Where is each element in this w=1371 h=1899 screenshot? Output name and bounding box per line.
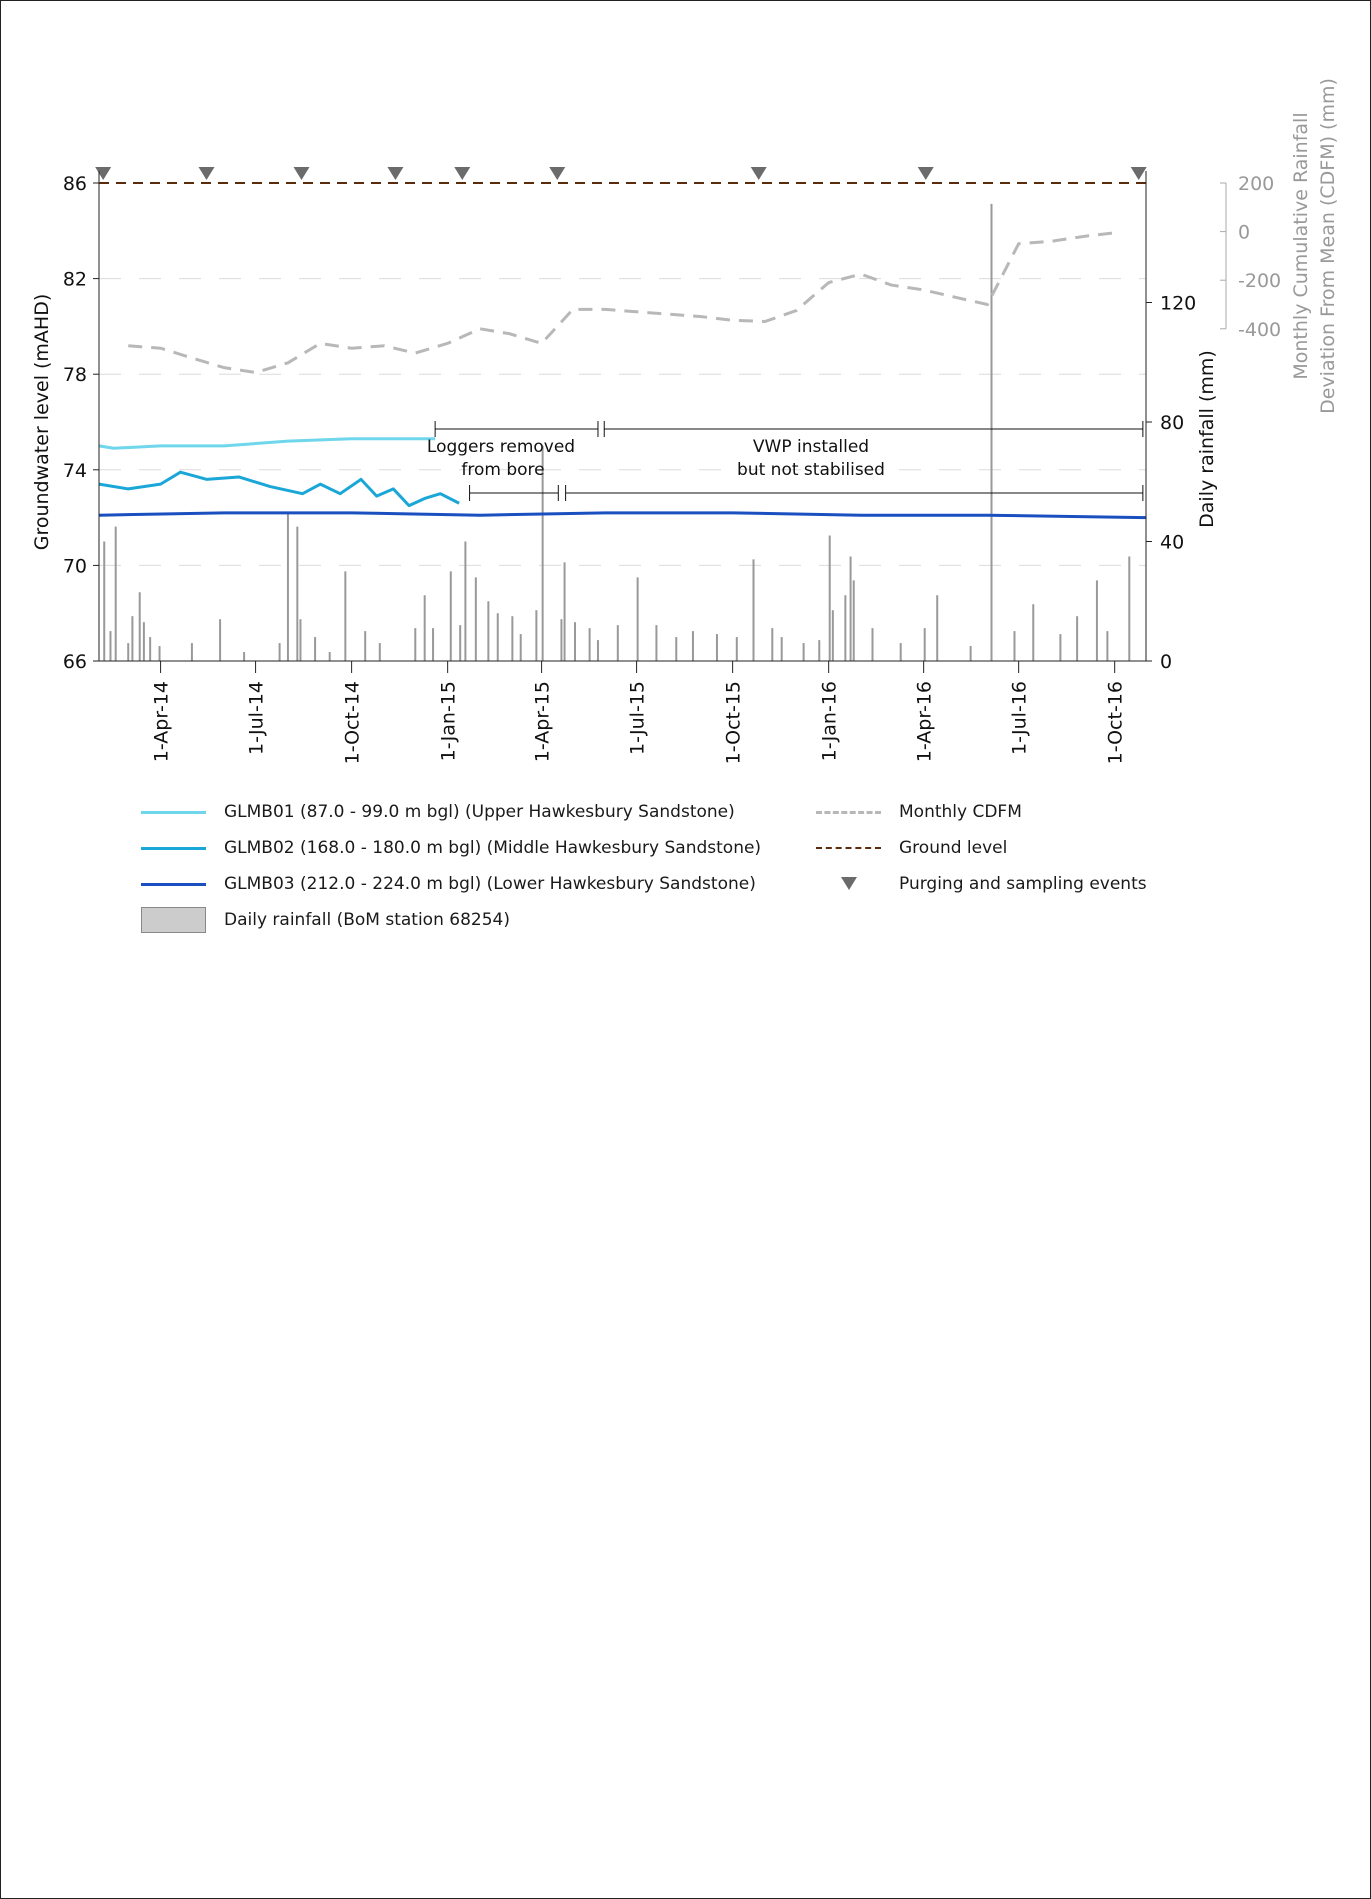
x-tick-label: 1-Jan-16 [819, 681, 841, 761]
groundwater-chart: 66 70 74 78 82 86 0 40 80 120 200 0 -200 -400 1-Apr-14… [31, 78, 1339, 764]
x-tick-label: 1-Apr-15 [532, 681, 554, 762]
x-tick-label: 1-Jul-14 [246, 681, 268, 755]
legend-label-rainfall: Daily rainfall (BoM station 68254) [224, 910, 510, 930]
sampling-event-marker [454, 167, 471, 180]
series-line-glmb02 [98, 470, 460, 508]
legend-item-cdfm: Monthly CDFM [816, 799, 1022, 825]
legend-item-glmb01: GLMB01 (87.0 - 99.0 m bgl) (Upper Hawkes… [141, 799, 735, 825]
sampling-event-marker [750, 167, 767, 180]
y-rain-axis-title: Daily rainfall (mm) [1196, 350, 1218, 528]
y-left-tick-label: 86 [63, 173, 87, 195]
y-rain-tick-label: 80 [1160, 412, 1184, 434]
legend-label-glmb02: GLMB02 (168.0 - 180.0 m bgl) (Middle Haw… [224, 838, 762, 858]
y-left-tick-label: 70 [63, 555, 87, 577]
sampling-event-marker [95, 167, 112, 180]
y-left-tick-label: 74 [63, 460, 87, 482]
x-tick-label: 1-Jul-15 [627, 681, 649, 755]
legend-item-glmb02: GLMB02 (168.0 - 180.0 m bgl) (Middle Haw… [141, 835, 761, 861]
y-left-tick-label: 82 [63, 269, 87, 291]
sampling-event-marker [387, 167, 404, 180]
x-tick-label: 1-Oct-14 [342, 681, 364, 764]
annotation-vwp-line-1: VWP installed [753, 437, 869, 457]
legend-swatch-sampling [816, 871, 881, 897]
sampling-event-marker [917, 167, 934, 180]
legend-item-rainfall: Daily rainfall (BoM station 68254) [141, 907, 510, 933]
legend-label-cdfm: Monthly CDFM [899, 802, 1022, 822]
y-left-tick-label: 78 [63, 364, 87, 386]
legend-label-glmb03: GLMB03 (212.0 - 224.0 m bgl) (Lower Hawk… [224, 874, 756, 894]
x-tick-label: 1-Oct-15 [723, 681, 745, 764]
x-tick-label: 1-Apr-16 [914, 681, 936, 762]
legend-swatch-glmb03 [141, 871, 206, 897]
y-rain-tick-label: 40 [1160, 532, 1184, 554]
legend-item-ground-level: Ground level [816, 835, 1007, 861]
series-line-glmb01 [98, 437, 436, 450]
x-tick-label: 1-Apr-14 [151, 681, 173, 762]
legend-label-ground-level: Ground level [899, 838, 1008, 858]
series-line-cdfm [128, 231, 1115, 375]
y-cdfm-tick-label: 200 [1238, 173, 1274, 195]
legend-swatch-glmb02 [141, 835, 206, 861]
x-tick-label: 1-Jan-15 [438, 681, 460, 761]
legend-label-sampling: Purging and sampling events [899, 874, 1147, 894]
legend-item-sampling: Purging and sampling events [816, 871, 1147, 897]
series-line-glmb03 [98, 511, 1147, 520]
legend-label-glmb01: GLMB01 (87.0 - 99.0 m bgl) (Upper Hawkes… [224, 802, 735, 822]
y-cdfm-tick-label: 0 [1238, 222, 1250, 244]
y-rain-tick-label: 0 [1160, 651, 1172, 673]
x-tick-label: 1-Jul-16 [1009, 681, 1031, 755]
legend-swatch-glmb01 [141, 799, 206, 825]
sampling-event-marker [293, 167, 310, 180]
y-left-axis-title: Groundwater level (mAHD) [31, 294, 53, 551]
y-cdfm-axis-title-line-1: Monthly Cumulative Rainfall [1290, 112, 1312, 379]
legend-swatch-rainfall [141, 907, 206, 933]
y-cdfm-tick-label: -400 [1238, 319, 1281, 341]
sampling-event-marker [1130, 167, 1147, 180]
annotation-loggers-removed-line-2: from bore [461, 460, 544, 480]
legend-swatch-ground-level [816, 835, 881, 861]
sampling-event-marker [549, 167, 566, 180]
legend-item-glmb03: GLMB03 (212.0 - 224.0 m bgl) (Lower Hawk… [141, 871, 756, 897]
y-left-tick-label: 66 [63, 651, 87, 673]
y-rain-tick-label: 120 [1160, 293, 1196, 315]
x-tick-label: 1-Oct-16 [1105, 681, 1127, 764]
annotation-vwp-line-2: but not stabilised [737, 460, 885, 480]
annotation-loggers-removed-line-1: Loggers removed [427, 437, 575, 457]
triangle-down-icon [841, 877, 857, 890]
legend-swatch-cdfm [816, 799, 881, 825]
y-cdfm-axis-title-line-2: Deviation From Mean (CDFM) (mm) [1317, 78, 1339, 414]
sampling-event-marker [198, 167, 215, 180]
y-cdfm-tick-label: -200 [1238, 270, 1281, 292]
